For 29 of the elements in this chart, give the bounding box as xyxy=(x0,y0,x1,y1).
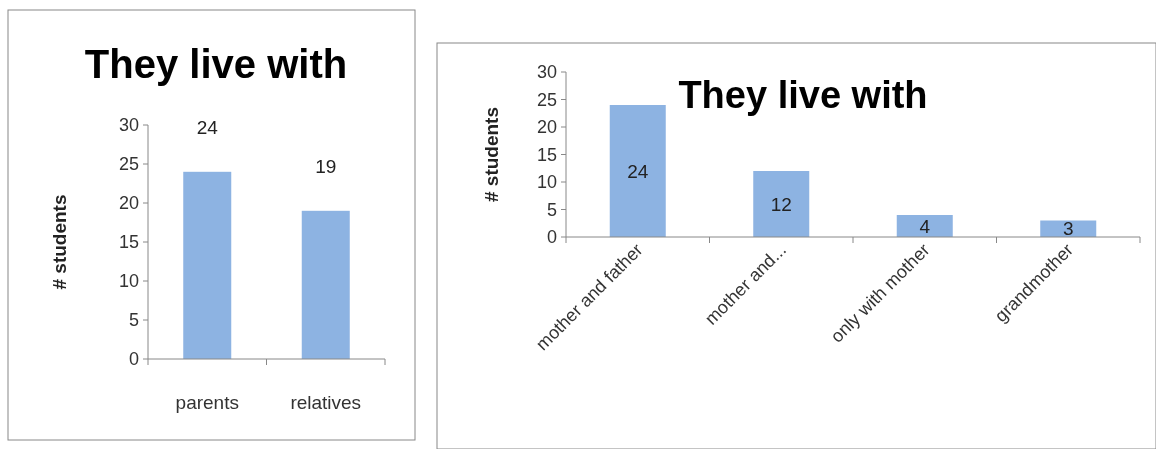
y-axis-title: # students xyxy=(481,106,502,203)
y-tick-label: 10 xyxy=(536,172,557,193)
data-label: 4 xyxy=(919,215,931,237)
chart-title: They live with xyxy=(84,42,348,86)
data-label: 24 xyxy=(627,160,649,182)
data-label: 3 xyxy=(1062,218,1074,240)
y-axis-title: # students xyxy=(49,194,70,290)
y-tick-label: 20 xyxy=(536,117,557,138)
y-tick-label: 15 xyxy=(118,232,139,253)
y-tick-label: 5 xyxy=(546,199,557,220)
y-tick-label: 10 xyxy=(118,271,139,292)
y-tick-label: 5 xyxy=(128,310,139,331)
bar xyxy=(609,105,666,237)
y-tick-label: 25 xyxy=(118,154,139,175)
x-tick-label: parents xyxy=(175,392,239,413)
y-tick-label: 30 xyxy=(118,115,139,136)
data-label: 19 xyxy=(315,156,337,178)
y-tick-label: 20 xyxy=(118,193,139,214)
bar xyxy=(896,215,953,237)
y-tick-label: 15 xyxy=(536,144,557,165)
y-tick-label: 25 xyxy=(536,89,557,110)
chart-title: They live with xyxy=(678,74,928,116)
x-tick-label: relatives xyxy=(290,392,362,413)
data-label: 12 xyxy=(770,193,792,215)
bar xyxy=(753,171,810,237)
y-tick-label: 0 xyxy=(128,349,139,370)
y-tick-label: 30 xyxy=(536,62,557,83)
y-tick-label: 0 xyxy=(546,227,557,248)
data-label: 24 xyxy=(196,117,219,139)
